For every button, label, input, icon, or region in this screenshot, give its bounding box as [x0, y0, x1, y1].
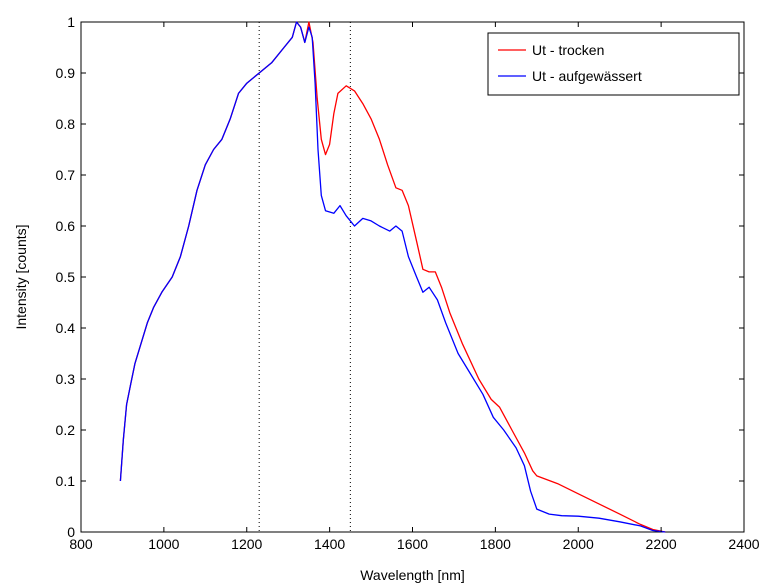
- series-layer: [119, 21, 666, 533]
- y-tick-label: 0.9: [56, 65, 76, 81]
- x-tick-label: 1600: [397, 536, 428, 552]
- y-tick-label: 0.5: [56, 269, 76, 285]
- x-tick-label: 1200: [231, 536, 262, 552]
- y-axis: 0 0.1 0.2 0.3 0.4 0.5 0.6 0.7 0.8 0.9 1: [56, 14, 744, 540]
- y-axis-label: Intensity [counts]: [13, 224, 29, 329]
- plot-area: [80, 21, 745, 533]
- legend: Ut - trocken Ut - aufgewässert: [487, 32, 740, 96]
- y-tick-label: 0.3: [56, 371, 76, 387]
- y-tick-label: 1: [67, 14, 75, 30]
- y-tick-label: 0: [67, 524, 75, 540]
- y-tick-label: 0.8: [56, 116, 76, 132]
- y-tick-label: 0.1: [56, 473, 76, 489]
- y-tick-label: 0.4: [56, 320, 76, 336]
- legend-label-ut-aufgewaessert: Ut - aufgewässert: [532, 68, 642, 84]
- legend-label-ut-trocken: Ut - trocken: [532, 42, 604, 58]
- y-tick-label: 0.6: [56, 218, 76, 234]
- x-tick-label: 800: [69, 536, 93, 552]
- x-tick-label: 1400: [314, 536, 345, 552]
- x-tick-label: 1000: [148, 536, 179, 552]
- x-axis: 800 1000 1200 1400 1600 1800 2000 2200 2400: [69, 22, 760, 552]
- x-tick-label: 2400: [728, 536, 759, 552]
- x-tick-label: 1800: [480, 536, 511, 552]
- x-axis-label: Wavelength [nm]: [360, 567, 465, 583]
- reference-lines: [258, 22, 351, 532]
- legend-box: [487, 32, 740, 96]
- series-line-1: [119, 21, 666, 533]
- x-tick-label: 2200: [646, 536, 677, 552]
- y-tick-label: 0.2: [56, 422, 76, 438]
- y-tick-label: 0.7: [56, 167, 76, 183]
- x-tick-label: 2000: [563, 536, 594, 552]
